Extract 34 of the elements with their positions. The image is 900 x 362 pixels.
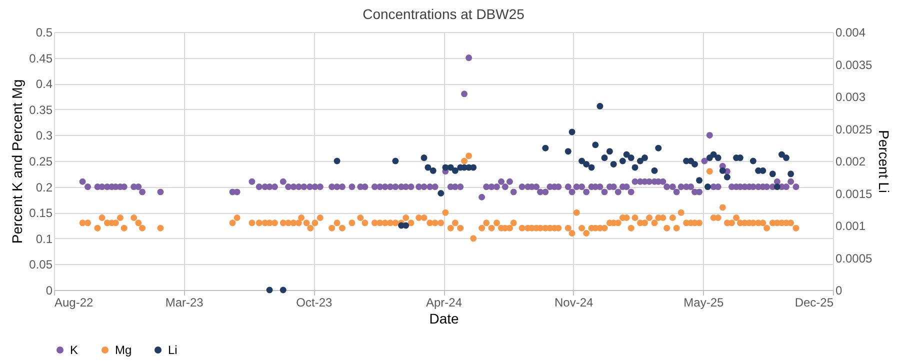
y2-tick-label: 0.0015	[836, 186, 873, 201]
y2-tick-label: 0	[836, 284, 842, 298]
y2-tick-label: 0.004	[836, 26, 866, 40]
y-tick-label: 0.1	[36, 232, 53, 246]
y2-tick-label: 0.001	[836, 219, 866, 233]
legend-label: Li	[168, 343, 178, 357]
y2-tick-label: 0.0025	[836, 122, 873, 136]
y-tick-label: 0	[46, 284, 53, 298]
y2-tick-label: 0.003	[836, 90, 866, 104]
y-tick-label: 0.45	[29, 51, 53, 66]
legend-label: K	[70, 343, 78, 357]
y-tick-label: 0.4	[36, 77, 53, 92]
y-tick-label: 0.35	[29, 102, 53, 117]
y-tick-label: 0.05	[29, 258, 53, 272]
x-tick-label: Apr-24	[426, 296, 462, 310]
y2-tick-label: 0.002	[836, 154, 866, 168]
y-tick-label: 0.15	[29, 206, 53, 220]
y-tick-label: 0.25	[29, 154, 53, 168]
chart-title: Concentrations at DBW25	[362, 6, 525, 22]
y-tick-label: 0.3	[36, 128, 53, 143]
x-tick-label: Oct-23	[296, 296, 332, 310]
x-tick-label: Aug-22	[54, 296, 94, 310]
y2-tick-label: 0.0035	[836, 58, 873, 72]
x-tick-label: Dec-25	[794, 296, 834, 310]
x-tick-label: May-25	[684, 296, 724, 310]
x-tick-label: Nov-24	[554, 296, 594, 310]
y2-tick-label: 0.0005	[836, 251, 873, 266]
y2-axis-title: Percent Li	[876, 130, 892, 194]
y-tick-label: 0.5	[36, 26, 53, 40]
x-axis-title: Date	[429, 310, 459, 326]
y-tick-label: 0.2	[36, 180, 53, 194]
x-tick-label: Mar-23	[165, 296, 204, 310]
legend-label: Mg	[115, 343, 132, 357]
y-axis-title: Percent K and Percent Mg	[9, 79, 26, 244]
